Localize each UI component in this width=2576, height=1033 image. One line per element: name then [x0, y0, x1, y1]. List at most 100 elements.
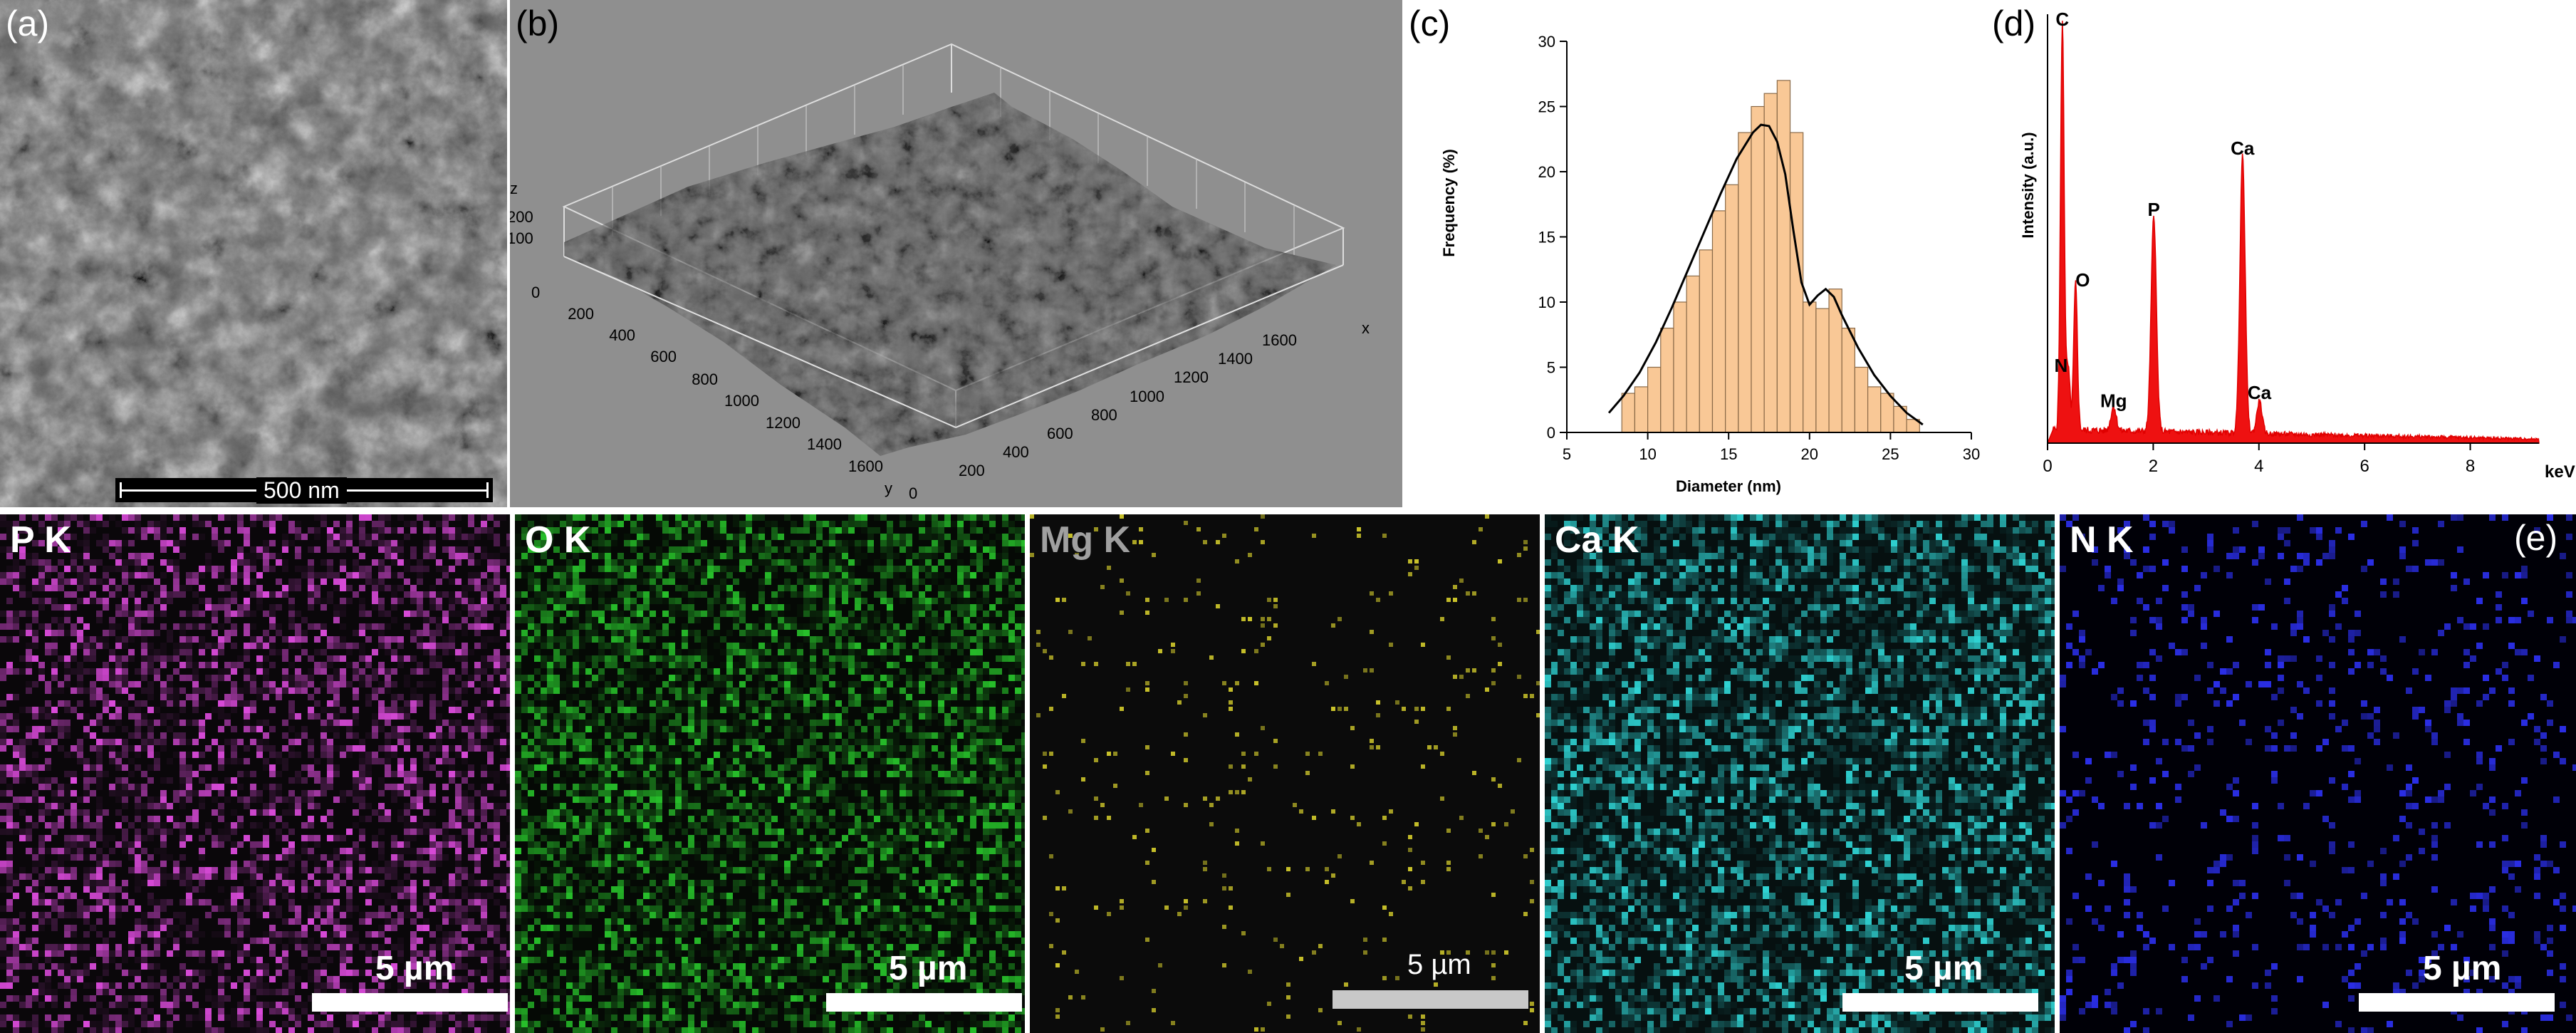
- panel-d-label: (d): [1992, 4, 2036, 43]
- eds-peak-label: Ca: [2231, 137, 2255, 159]
- axis-y-title: y: [885, 479, 892, 497]
- panel-a-label: (a): [6, 4, 50, 43]
- map-mg-scalebar: [1333, 990, 1528, 1009]
- panel-d-eds-spectrum: Intensity (a.u.) keV 0 2 4 6 8 C N O Mg P Ca Ca (d): [1991, 0, 2576, 507]
- axis-y-tick: 600: [650, 348, 677, 365]
- axis-y-tick: 200: [568, 305, 594, 323]
- map-n-scalebar: [2359, 993, 2555, 1012]
- panel-e-label: (e): [2514, 518, 2558, 558]
- map-mg-scale-text: 5 µm: [1407, 949, 1471, 980]
- histogram-x-tick-label: 25: [1882, 445, 1899, 463]
- histogram-x-tick-label: 5: [1563, 445, 1571, 463]
- eds-x-tick-label: 0: [2043, 457, 2052, 476]
- axis-x-tick: 400: [1003, 443, 1029, 461]
- eds-xlabel: keV: [2545, 462, 2575, 482]
- axis-x-tick: 1600: [1262, 331, 1297, 349]
- axis-z-tick: 0: [531, 284, 540, 301]
- axis-x-tick: 1400: [1218, 350, 1253, 368]
- histogram-bar: [1815, 308, 1830, 433]
- axis-y-tick: 1600: [848, 457, 883, 475]
- histogram-y-tick-label: 10: [1538, 294, 1555, 311]
- histogram-fit-curve: [1607, 123, 1924, 426]
- histogram-bar: [1854, 366, 1869, 433]
- eds-x-tick-label: 2: [2149, 457, 2158, 476]
- map-o: O K 5 µm: [515, 514, 1025, 1033]
- eds-x-tick-label: 8: [2466, 457, 2475, 476]
- axis-y-tick: 800: [692, 370, 718, 388]
- histogram-bar: [1763, 93, 1778, 433]
- histogram-bar: [1725, 184, 1739, 433]
- eds-peak-label: O: [2075, 269, 2090, 291]
- histogram-bar: [1880, 393, 1894, 433]
- eds-peak-label: Mg: [2100, 390, 2127, 412]
- histogram-y-tick-label: 15: [1538, 229, 1555, 246]
- histogram-bar: [1867, 386, 1882, 433]
- map-ca-scale-text: 5 µm: [1904, 950, 1983, 987]
- axis-z-tick: 200: [510, 208, 533, 226]
- histogram-bar: [1776, 80, 1791, 433]
- histogram-bar: [1841, 328, 1856, 433]
- histogram-x-tick-label: 10: [1639, 445, 1656, 463]
- map-n-pixels: [2060, 514, 2576, 1033]
- histogram-bar: [1621, 393, 1636, 433]
- histogram-x-tick-label: 15: [1720, 445, 1737, 463]
- map-p-label: P K: [10, 519, 71, 561]
- axis-x-tick: 600: [1047, 425, 1073, 442]
- map-mg-label: Mg K: [1040, 519, 1131, 561]
- map-o-label: O K: [525, 519, 591, 561]
- sem-texture: [0, 0, 507, 507]
- axis-x-tick: 1000: [1130, 388, 1164, 405]
- scalebar-a-tick-left: [120, 482, 122, 498]
- histogram-bar: [1711, 210, 1726, 433]
- histogram-bar: [1686, 275, 1700, 433]
- axis-y-tick: 1400: [807, 435, 842, 453]
- histogram-y-tick-label: 20: [1538, 163, 1555, 181]
- histogram-y-tick-label: 25: [1538, 98, 1555, 116]
- axis-y-tick: 400: [609, 326, 635, 344]
- histogram-bar: [1738, 132, 1752, 433]
- map-o-scalebar: [826, 993, 1022, 1012]
- panel-b-3d-surface: z 200 100 0 200 400 600 800 1000 1200 14…: [510, 0, 1402, 507]
- histogram-y-tick-label: 0: [1547, 424, 1555, 442]
- map-p-scale-text: 5 µm: [375, 950, 454, 987]
- histogram-x-tick-label: 20: [1801, 445, 1818, 463]
- scalebar-a-tick-right: [486, 482, 489, 498]
- map-mg-pixels: [1030, 514, 1540, 1032]
- histogram-y-tick-label: 30: [1538, 33, 1555, 51]
- map-o-pixels: [515, 514, 1025, 1033]
- map-n-label: N K: [2070, 519, 2134, 561]
- surface-plot: z 200 100 0 200 400 600 800 1000 1200 14…: [510, 43, 1370, 502]
- eds-peak-label: Ca: [2248, 382, 2272, 403]
- eds-spectrum-line: [2046, 21, 2540, 444]
- axis-x-tick: 200: [959, 462, 985, 479]
- eds-ylabel: Intensity (a.u.): [2019, 132, 2037, 238]
- histogram-ylabel: Frequency (%): [1440, 149, 1458, 257]
- histogram-bar: [1660, 328, 1674, 433]
- histogram-xlabel: Diameter (nm): [1676, 477, 1781, 495]
- panel-b-label: (b): [516, 4, 560, 43]
- scalebar-a-text: 500 nm: [256, 477, 347, 504]
- axis-x-tick: 800: [1091, 406, 1117, 424]
- eds-peak-label: C: [2055, 9, 2069, 30]
- map-n: N K (e) 5 µm: [2060, 514, 2576, 1033]
- map-p-scalebar: [312, 993, 508, 1012]
- axis-z-tick: 100: [510, 229, 533, 247]
- histogram-bar: [1634, 386, 1649, 433]
- map-o-scale-text: 5 µm: [889, 950, 968, 987]
- axis-y-tick: 1200: [766, 414, 801, 432]
- histogram-bar: [1673, 301, 1687, 433]
- map-p-pixels: [0, 514, 510, 1033]
- panel-a-sem-image: (a) 500 nm: [0, 0, 507, 507]
- histogram-bar: [1803, 301, 1817, 433]
- axis-x-title: x: [1362, 319, 1370, 337]
- axis-y-tick: 1000: [724, 392, 759, 410]
- map-ca-scalebar: [1842, 993, 2038, 1012]
- eds-x-tick-label: 4: [2254, 457, 2263, 476]
- histogram-y-tick-label: 5: [1547, 359, 1555, 377]
- histogram-bar: [1751, 105, 1765, 433]
- axis-y-origin: 0: [909, 484, 917, 502]
- histogram-x-tick-label: 30: [1963, 445, 1980, 463]
- eds-peak-label: P: [2147, 199, 2159, 220]
- map-n-scale-text: 5 µm: [2423, 950, 2502, 987]
- histogram-chart: Frequency (%) Diameter (nm) 051015202530…: [1440, 33, 1980, 495]
